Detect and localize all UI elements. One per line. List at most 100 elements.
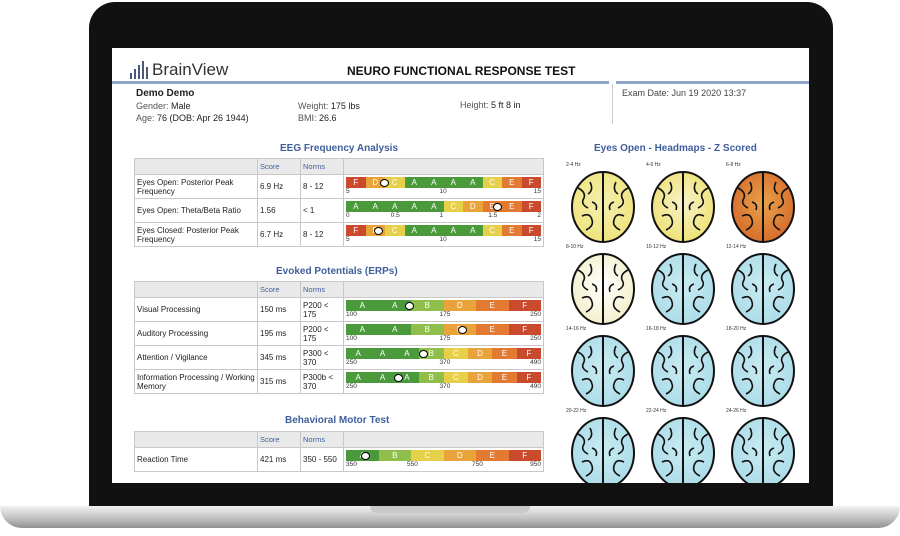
score-marker — [458, 326, 467, 334]
grade-segment: F — [516, 348, 541, 359]
scale-tick-label: 15 — [533, 236, 541, 243]
scale-tick-label: 950 — [530, 461, 541, 468]
table-row: Eyes Closed: Posterior Peak Frequency 6.7… — [134, 222, 544, 247]
patient-body: Weight: 175 lbs BMI: 26.6 — [298, 100, 360, 124]
brain-headmap-icon — [731, 417, 795, 483]
headmaps-grid: 2-4 Hz 4-6 Hz 6-8 Hz 8-10 Hz 10-12 Hz 12-14 H… — [564, 162, 802, 483]
scale-tick-label: 2 — [537, 212, 541, 219]
headmap-cell: 12-14 Hz — [724, 244, 802, 326]
brain-headmap-icon — [731, 171, 795, 243]
headmap-band-label: 8-10 Hz — [566, 244, 584, 250]
headmap-cell: 16-18 Hz — [644, 326, 722, 408]
grade-segment: E — [502, 225, 522, 236]
grade-cell: AAAAACDEEF00.511.52 — [343, 198, 544, 223]
row-score: 6.7 Hz — [257, 222, 301, 247]
weight-value: 175 lbs — [330, 101, 360, 111]
scale-ticks: 5 10 15 — [346, 188, 541, 196]
headmap-cell: 24-26 Hz — [724, 408, 802, 483]
grade-segment: A — [443, 225, 463, 236]
headmap-cell: 2-4 Hz — [564, 162, 642, 244]
brain-headmap-icon — [571, 171, 635, 243]
gender-label: Gender: — [136, 101, 169, 111]
grade-segment: A — [385, 201, 405, 212]
brain-headmap-icon — [731, 253, 795, 325]
report-title: NEURO FUNCTIONAL RESPONSE TEST — [347, 64, 576, 78]
grade-segment: A — [378, 324, 411, 335]
grade-segment: E — [476, 324, 509, 335]
scale-tick-label: 490 — [530, 383, 541, 390]
grade-segment: B — [411, 300, 444, 311]
grade-segment: A — [404, 225, 424, 236]
brand-name: BrainView — [152, 60, 229, 79]
row-norms: P300b < 370 — [300, 369, 344, 394]
scale-tick-label: 10 — [439, 236, 447, 243]
scale-ticks: 250 370 490 — [346, 359, 541, 367]
exam-date: Exam Date: Jun 19 2020 13:37 — [622, 88, 746, 98]
grade-segment: A — [346, 372, 371, 383]
age-value: 76 (DOB: Apr 26 1944) — [157, 113, 249, 123]
grade-segment: C — [482, 225, 502, 236]
score-marker — [393, 374, 403, 382]
grade-segment: B — [411, 324, 444, 335]
scale-tick-label: 250 — [530, 335, 541, 342]
brain-headmap-icon — [651, 171, 715, 243]
scale-tick-label: 175 — [439, 335, 451, 342]
headmap-band-label: 4-6 Hz — [646, 162, 661, 168]
age-label: Age: — [136, 113, 155, 123]
brain-headmap-icon — [731, 335, 795, 407]
score-marker — [380, 179, 389, 187]
grade-segment: D — [443, 450, 476, 461]
grade-scale: AAAAACDEEF00.511.52 — [346, 201, 541, 220]
erp-section-title: Evoked Potentials (ERPs) — [276, 266, 398, 277]
table-row: Eyes Open: Posterior Peak Frequency 6.9 H… — [134, 174, 544, 199]
brain-headmap-icon — [571, 417, 635, 483]
scale-tick-label: 550 — [406, 461, 418, 468]
table-row: Attention / Vigilance 345 ms P300 < 370 A A A… — [134, 345, 544, 370]
scale-tick-label: 370 — [439, 383, 451, 390]
grade-segment: A — [463, 177, 483, 188]
grade-segment: F — [508, 450, 541, 461]
headmap-band-label: 22-24 Hz — [646, 408, 667, 414]
scale-tick-label: 1.5 — [488, 212, 498, 219]
row-label: Eyes Open: Theta/Beta Ratio — [134, 198, 258, 223]
gender-value: Male — [171, 101, 191, 111]
score-marker — [419, 350, 428, 358]
grade-segment: C — [443, 372, 468, 383]
grade-segment: A — [378, 300, 411, 311]
brain-headmap-icon — [651, 417, 715, 483]
headmap-cell: 6-8 Hz — [724, 162, 802, 244]
grade-segment: C — [385, 177, 405, 188]
scale-tick-label: 750 — [471, 461, 483, 468]
grade-segment: A — [404, 177, 424, 188]
headmap-band-label: 10-12 Hz — [646, 244, 667, 250]
grade-segment: D — [467, 372, 493, 383]
grade-segment: E — [482, 201, 502, 212]
scale-tick-label: 5 — [346, 236, 350, 243]
grade-segment: F — [346, 177, 366, 188]
scale-tick-label: 15 — [533, 188, 541, 195]
norms-header: Norms — [300, 281, 344, 298]
grade-segment: B — [419, 348, 444, 359]
scale-tick-label: 490 — [530, 359, 541, 366]
headmap-band-label: 2-4 Hz — [566, 162, 581, 168]
header-blank — [134, 281, 258, 298]
brain-headmap-icon — [651, 335, 715, 407]
score-header: Score — [257, 431, 301, 448]
grade-segment: A — [394, 348, 420, 359]
height-value: 5 ft 8 in — [491, 100, 521, 110]
report-screen: BrainView NEURO FUNCTIONAL RESPONSE TEST… — [112, 48, 809, 483]
bmi-label: BMI: — [298, 113, 317, 123]
grade-segment: E — [492, 348, 517, 359]
score-header: Score — [257, 281, 301, 298]
scale-tick-label: 370 — [439, 359, 451, 366]
scale-ticks: 100 175 250 — [346, 311, 541, 319]
row-score: 150 ms — [257, 297, 301, 322]
grade-segment: A — [463, 225, 483, 236]
row-norms: P300 < 370 — [300, 345, 344, 370]
weight-label: Weight: — [298, 101, 329, 111]
